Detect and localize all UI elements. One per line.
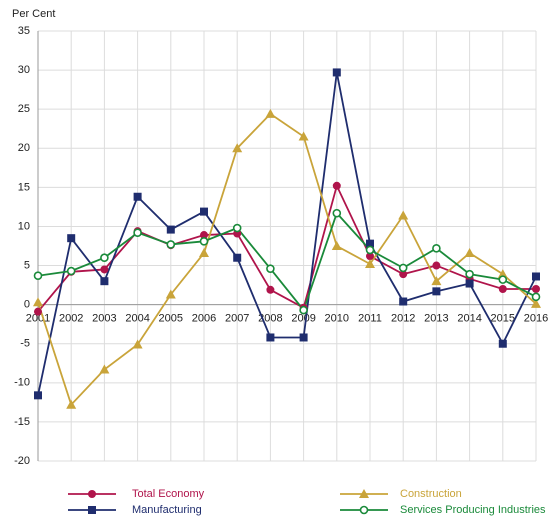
data-point (100, 253, 109, 263)
data-point (531, 292, 541, 302)
data-point (464, 248, 475, 258)
legend-label: Total Economy (132, 488, 205, 500)
y-tick-label: 20 (18, 142, 30, 154)
data-point (498, 339, 507, 348)
data-point (66, 266, 76, 276)
data-point (33, 271, 43, 281)
x-tick-label: 2010 (325, 313, 349, 325)
data-point (332, 208, 342, 218)
data-point (166, 225, 175, 234)
data-point (398, 263, 408, 273)
x-tick-label: 2015 (491, 313, 515, 325)
x-tick-label: 2009 (291, 313, 315, 325)
x-tick-label: 2011 (358, 313, 382, 325)
data-point (399, 297, 408, 306)
data-point (332, 181, 341, 190)
data-point (365, 258, 375, 268)
y-tick-label: 5 (24, 259, 30, 271)
data-point (365, 245, 375, 255)
data-point (67, 234, 76, 243)
y-tick-label: -20 (14, 455, 30, 467)
y-tick-label: -15 (14, 416, 30, 428)
legend-label: Construction (400, 488, 462, 500)
y-tick-label: 35 (18, 25, 30, 37)
x-tick-label: 2014 (457, 313, 481, 325)
series-line (37, 72, 537, 396)
data-point (199, 237, 209, 246)
legend-marker (359, 489, 369, 498)
y-axis-label: Per Cent (12, 8, 55, 20)
x-tick-label: 2006 (192, 313, 216, 325)
data-point (331, 241, 342, 250)
y-tick-label: 30 (18, 64, 30, 76)
series-line (37, 112, 537, 407)
data-point (232, 223, 242, 233)
x-tick-label: 2004 (125, 313, 149, 325)
x-tick-label: 2016 (524, 313, 548, 325)
y-tick-label: 10 (18, 220, 30, 232)
data-point (34, 307, 42, 316)
data-point (366, 239, 374, 248)
series-line (37, 211, 537, 312)
x-tick-label: 2002 (59, 313, 83, 325)
data-point (99, 364, 110, 374)
data-point (233, 253, 242, 262)
y-tick-label: -10 (14, 377, 30, 389)
data-point (299, 305, 308, 315)
series-line (37, 183, 536, 313)
data-point (432, 244, 441, 253)
data-point (100, 277, 109, 286)
data-point (366, 252, 374, 261)
data-point (132, 339, 143, 349)
legend-label: Services Producing Industries (400, 504, 546, 516)
legend-marker (88, 490, 96, 498)
data-point (399, 270, 408, 279)
y-tick-label: -5 (20, 338, 30, 350)
data-point (531, 298, 541, 308)
data-point (266, 264, 275, 273)
data-point (199, 248, 209, 258)
data-point (133, 228, 142, 238)
data-point (298, 131, 309, 141)
data-point (33, 297, 43, 307)
x-tick-label: 2005 (159, 313, 183, 325)
data-point (100, 265, 109, 274)
data-point (465, 269, 474, 279)
data-point (133, 192, 142, 201)
data-point (532, 272, 540, 281)
x-tick-label: 2007 (225, 313, 249, 325)
data-point (465, 279, 474, 288)
data-point (165, 289, 176, 299)
data-point (66, 399, 77, 409)
legend-marker (88, 506, 96, 514)
data-point (532, 285, 540, 293)
y-tick-label: 0 (24, 299, 30, 311)
y-tick-label: 15 (18, 181, 30, 193)
legend-marker (359, 505, 369, 515)
data-point (498, 275, 508, 284)
data-point (431, 276, 442, 286)
data-point (200, 207, 208, 216)
data-point (498, 285, 507, 293)
legend-label: Manufacturing (132, 504, 202, 516)
data-point (266, 285, 275, 294)
data-point (232, 143, 243, 153)
x-tick-label: 2013 (424, 313, 448, 325)
data-point (299, 333, 308, 342)
x-tick-label: 2003 (92, 313, 116, 325)
x-tick-label: 2012 (391, 313, 415, 325)
data-point (34, 391, 42, 400)
data-point (432, 287, 441, 296)
data-point (497, 269, 508, 279)
data-point (166, 240, 176, 249)
data-point (200, 231, 208, 240)
data-point (432, 261, 441, 270)
data-point (266, 333, 275, 342)
data-point (265, 108, 276, 118)
y-tick-label: 25 (18, 103, 30, 115)
data-point (398, 210, 409, 220)
data-point (332, 68, 341, 77)
